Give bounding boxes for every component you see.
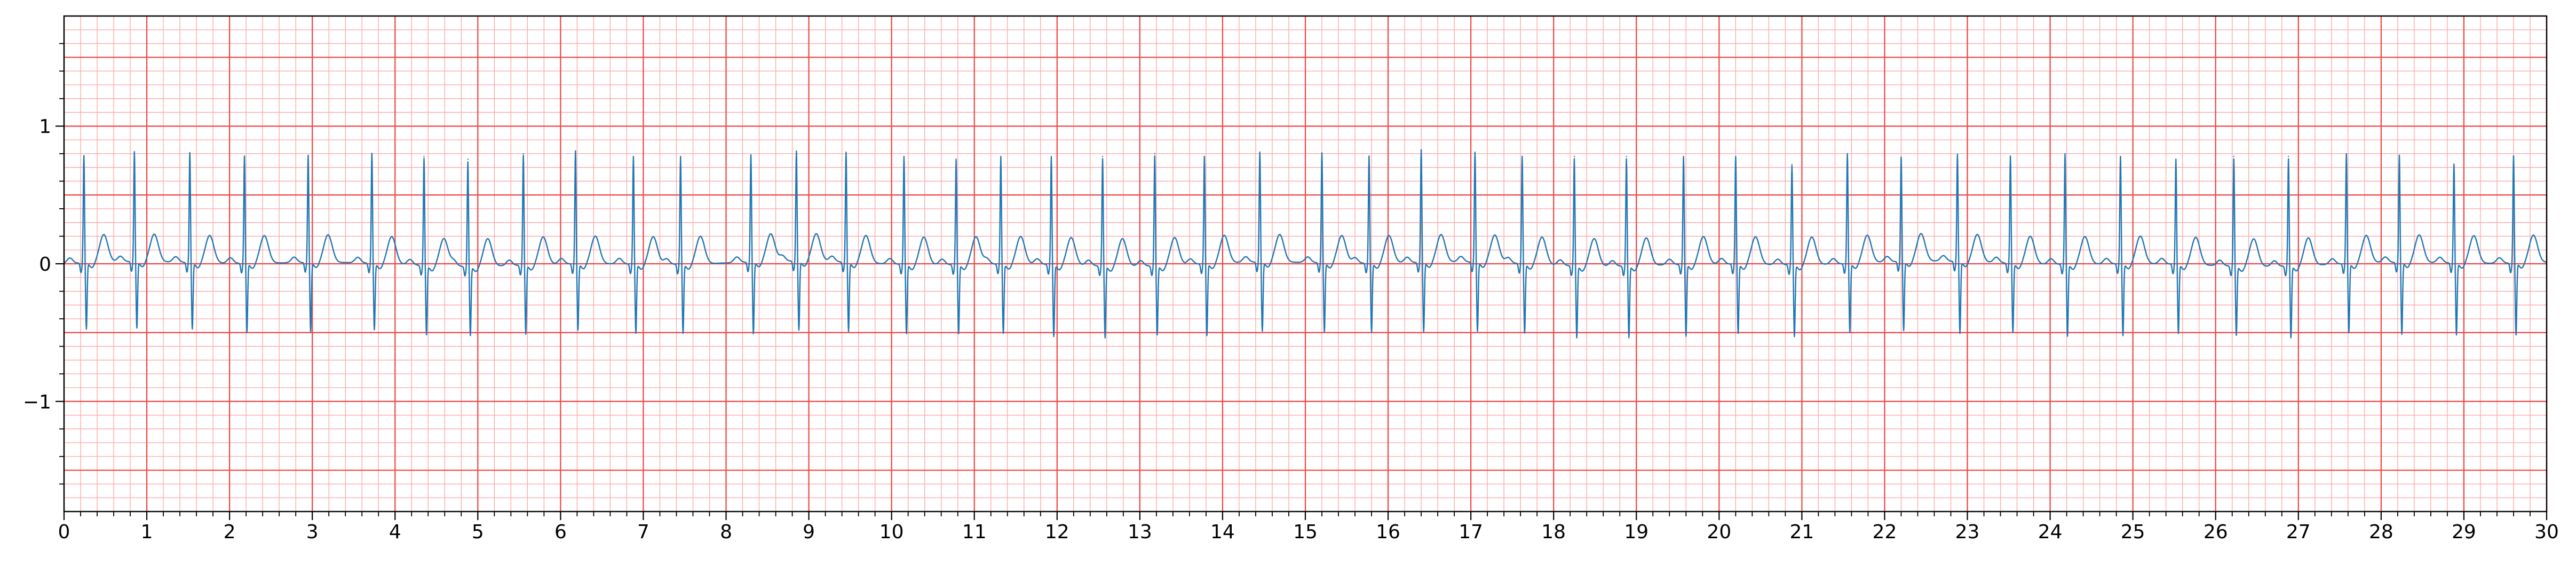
r-peak-point: [1000, 155, 1002, 158]
r-peak-point: [2345, 153, 2347, 154]
x-tick-label: 0: [58, 521, 70, 543]
r-peak-point: [1154, 153, 1155, 154]
r-peak-point: [1203, 155, 1206, 158]
r-peak-point: [575, 150, 576, 152]
r-peak-point: [796, 153, 797, 154]
r-peak-point: [467, 158, 469, 160]
x-tick-label: 15: [1293, 521, 1318, 543]
r-peak-point: [1626, 155, 1627, 158]
x-tick-label: 26: [2204, 521, 2228, 543]
r-peak-point: [1573, 155, 1575, 158]
x-tick-label: 3: [306, 521, 319, 543]
y-tick-label: −1: [23, 391, 51, 413]
x-tick-label: 28: [2369, 521, 2393, 543]
x-tick-label: 20: [1707, 521, 1731, 543]
x-tick-label: 13: [1128, 521, 1152, 543]
x-tick-label: 19: [1624, 521, 1648, 543]
major-grid: [63, 16, 2548, 512]
r-peak-point: [1956, 155, 1959, 158]
x-tick-label: 27: [2286, 521, 2311, 543]
x-tick-label: 17: [1459, 521, 1483, 543]
r-peak-point: [522, 153, 524, 154]
r-peak-point: [1101, 155, 1104, 158]
r-peak-point: [2175, 158, 2177, 160]
r-peak-point: [2287, 155, 2289, 158]
x-tick-label: 5: [472, 521, 484, 543]
y-tick-label: 1: [39, 116, 51, 138]
r-peak-point: [1900, 158, 1902, 160]
r-peak-point: [2009, 155, 2011, 158]
r-peak-point: [371, 153, 373, 154]
r-peak-point: [423, 155, 425, 158]
r-peak-point: [1050, 155, 1052, 158]
r-peak-point: [1474, 153, 1476, 154]
x-tick-label: 29: [2452, 521, 2476, 543]
x-tick-label: 10: [879, 521, 904, 543]
r-peak-point: [1683, 155, 1684, 158]
ecg-trace-layer: [64, 149, 2547, 339]
r-peak-point: [1791, 164, 1793, 166]
r-peak-point: [243, 155, 245, 158]
ecg-series-line: [64, 149, 2547, 339]
x-tick-label: 25: [2121, 521, 2145, 543]
x-tick-label: 30: [2534, 521, 2559, 543]
x-axis-ticks: 0 1 2 3 4 5 6 7 8 9 10 11 12 13 14 15 16 17 18 19 20 21 22 23 24…: [58, 512, 2559, 543]
r-peak-point: [903, 155, 905, 158]
x-tick-label: 7: [637, 521, 649, 543]
r-peak-point: [955, 158, 957, 160]
r-peak-point: [1321, 153, 1323, 154]
r-peak-point: [2233, 155, 2235, 158]
r-peak-point: [845, 153, 847, 154]
r-peak-point: [307, 155, 309, 158]
r-peak-point: [2064, 153, 2066, 154]
r-peak-point: [2512, 155, 2515, 158]
r-peak-point: [750, 155, 752, 158]
x-tick-label: 21: [1789, 521, 1814, 543]
r-peak-point: [1420, 150, 1422, 152]
x-tick-label: 24: [2038, 521, 2063, 543]
r-peak-point: [133, 153, 136, 154]
x-tick-label: 9: [803, 521, 815, 543]
y-axis-ticks: 1 0 −1: [23, 43, 64, 485]
r-peak-point: [680, 155, 681, 158]
x-tick-label: 4: [389, 521, 401, 543]
r-peak-point: [2453, 164, 2455, 166]
y-tick-label: 0: [39, 254, 51, 276]
r-peak-point: [632, 155, 635, 158]
r-peak-point: [1735, 155, 1737, 158]
x-tick-label: 18: [1541, 521, 1566, 543]
x-tick-label: 12: [1045, 521, 1069, 543]
r-peak-point: [1846, 153, 1848, 154]
x-tick-label: 22: [1873, 521, 1897, 543]
r-peak-point: [83, 155, 85, 158]
x-tick-label: 1: [141, 521, 153, 543]
x-tick-label: 6: [554, 521, 567, 543]
r-peak-point: [189, 153, 191, 154]
r-peak-point: [1259, 153, 1261, 154]
x-tick-label: 11: [962, 521, 987, 543]
r-peak-point: [1521, 155, 1523, 158]
x-tick-label: 14: [1210, 521, 1235, 543]
x-tick-label: 8: [720, 521, 732, 543]
r-peak-point: [2120, 155, 2121, 158]
r-peak-point: [2398, 155, 2400, 158]
x-tick-label: 16: [1376, 521, 1400, 543]
r-peak-point: [1368, 155, 1370, 158]
x-tick-label: 2: [224, 521, 236, 543]
x-tick-label: 23: [1955, 521, 1980, 543]
